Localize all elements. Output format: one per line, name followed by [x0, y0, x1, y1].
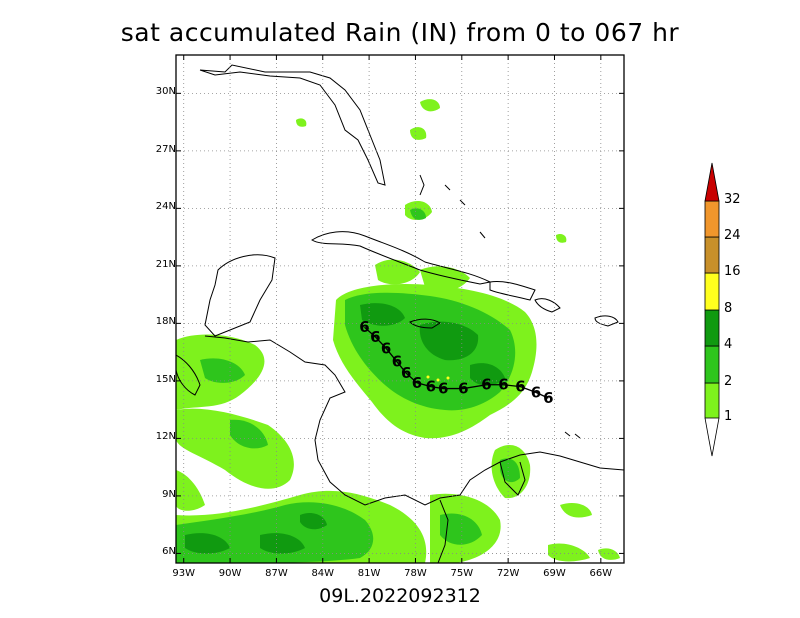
lon-tick-label: 66W [589, 568, 613, 579]
rain-heavy-layer [185, 303, 505, 554]
colorbar-label: 32 [724, 192, 741, 207]
lat-tick-label: 21N [155, 258, 176, 270]
lat-tick-label: 12N [155, 431, 176, 443]
storm-position-symbol: 6 [401, 364, 411, 382]
map-frame [175, 54, 625, 564]
colorbar-label: 1 [724, 409, 733, 424]
colorbar-label: 24 [724, 228, 741, 243]
colorbar [704, 162, 720, 457]
storm-position-symbol: 6 [426, 378, 436, 396]
colorbar-label: 4 [724, 337, 733, 352]
lon-tick-label: 84W [311, 568, 335, 579]
lon-tick-label: 78W [404, 568, 427, 579]
lon-tick-label: 93W [172, 568, 196, 579]
storm-position-symbol: 6 [543, 389, 553, 407]
colorbar-top-arrow [704, 162, 720, 202]
storm-position-symbol: 6 [481, 376, 491, 394]
storm-position-symbol: 6 [370, 328, 380, 346]
colorbar-segment [704, 272, 720, 311]
lat-tick-label: 27N [155, 143, 176, 155]
lon-tick-label: 87W [265, 568, 288, 579]
gridlines [176, 55, 624, 563]
storm-position-symbol: 6 [392, 353, 402, 371]
lat-tick-label: 18N [155, 316, 176, 328]
lat-tick-label: 15N [155, 373, 176, 385]
lat-tick-label: 9N [162, 488, 176, 500]
colorbar-label: 8 [724, 301, 733, 316]
colorbar-label: 2 [724, 374, 733, 389]
lon-tick-label: 72W [496, 568, 520, 579]
lat-tick-label: 24N [155, 201, 176, 213]
colorbar-segment [704, 309, 720, 347]
storm-position-symbol: 6 [412, 374, 422, 392]
storm-position-symbol: 6 [381, 339, 391, 357]
chart-title: sat accumulated Rain (IN) from 0 to 067 … [120, 18, 680, 47]
storm-position-symbol: 6 [458, 380, 468, 398]
storm-position-symbol: 6 [515, 378, 525, 396]
lon-tick-label: 69W [543, 568, 566, 579]
lon-tick-label: 75W [450, 568, 474, 579]
lat-tick-label: 30N [155, 86, 176, 98]
colorbar-segment [704, 382, 720, 419]
storm-position-symbol: 6 [498, 376, 508, 394]
storm-position-symbol: 6 [438, 380, 448, 398]
storm-track-line [364, 326, 549, 399]
lon-tick-label: 81W [357, 568, 381, 579]
lon-tick-label: 90W [218, 568, 242, 579]
coastlines [176, 64, 624, 563]
axis-ticks [176, 55, 624, 563]
storm-position-symbol: 6 [531, 383, 541, 401]
rain-8in-spots [426, 375, 450, 382]
colorbar-segment [704, 200, 720, 238]
storm-id-label: 09L.2022092312 [319, 585, 481, 607]
colorbar-label: 16 [724, 264, 741, 279]
storm-position-symbol: 6 [359, 318, 369, 336]
colorbar-bottom-tail [704, 417, 720, 457]
lat-tick-label: 6N [162, 546, 176, 558]
colorbar-segment [704, 345, 720, 384]
caribbean-islands [419, 174, 581, 439]
colorbar-segment [704, 236, 720, 274]
